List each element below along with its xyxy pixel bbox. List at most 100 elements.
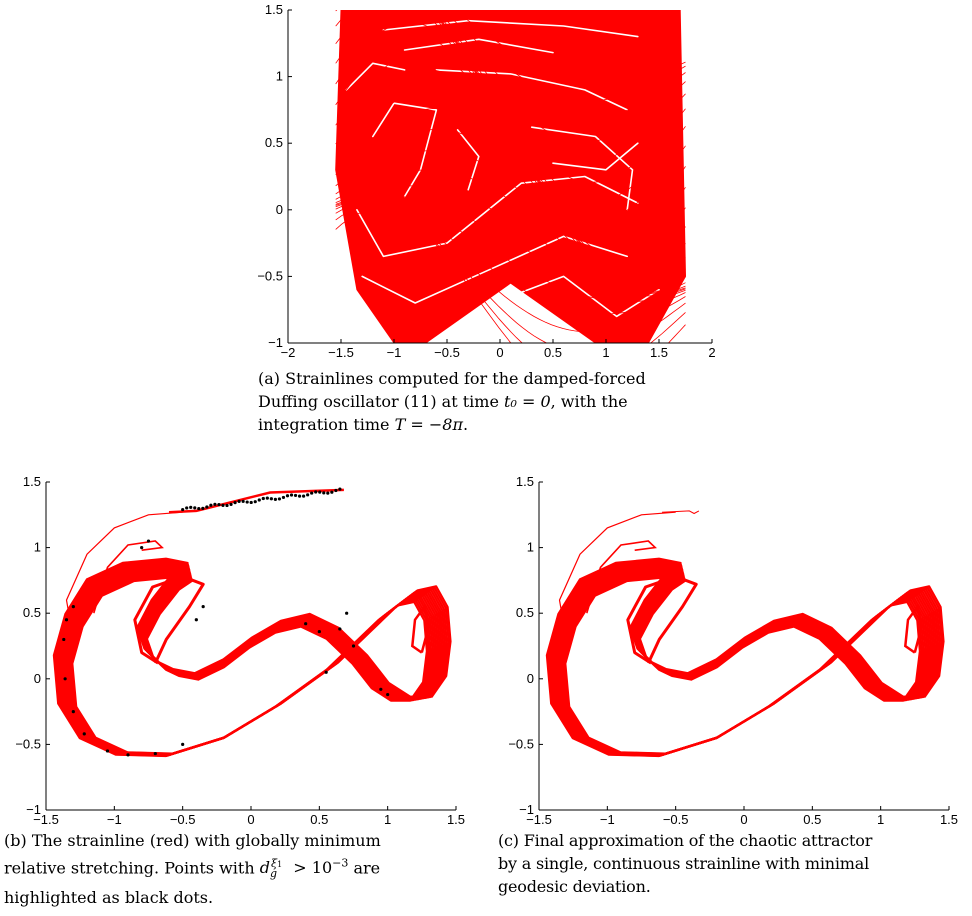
highlight-dot (193, 506, 197, 510)
y-tick-label: −0.5 (15, 736, 41, 751)
highlight-dot (330, 490, 334, 494)
strand-gap (509, 275, 660, 318)
highlight-dot (304, 622, 308, 626)
highlight-dot (277, 497, 282, 501)
caption-a-line2: Duffing oscillator (11) at time (258, 392, 499, 411)
highlight-dot (324, 670, 328, 674)
caption-a-line1: Strainlines computed for the damped-forc… (285, 369, 646, 388)
highlight-dot (140, 546, 144, 550)
strainline (335, 10, 686, 234)
y-tick-label: 1 (527, 540, 534, 555)
strainline (335, 129, 686, 290)
caption-b: (b) The strainline (red) with globally m… (4, 829, 474, 909)
caption-a-label: (a) (258, 369, 281, 388)
highlight-dot (386, 692, 390, 697)
strand-gap (356, 175, 639, 258)
strainline-family (335, 10, 687, 343)
highlight-dot (302, 494, 306, 498)
x-tick-label: 0.5 (544, 345, 562, 360)
highlight-dot (181, 742, 185, 746)
highlight-dot (326, 491, 330, 495)
strainline (335, 10, 686, 219)
caption-c-label: (c) (498, 831, 519, 850)
y-tick-label: 0.5 (265, 135, 283, 150)
strainline (551, 563, 938, 757)
highlight-dot (185, 506, 189, 510)
strainline (335, 51, 686, 269)
strainline (67, 571, 434, 756)
strainline (335, 185, 686, 295)
strainline (335, 10, 686, 202)
highlight-dot (306, 493, 310, 497)
strainline (335, 201, 686, 333)
strand-gap (345, 62, 406, 91)
caption-a-t0: t₀ = 0 (504, 392, 551, 411)
axes-b: −1.5 −1 −0.5 0 0.5 1 1.5−1−0.500.511.5 (15, 474, 465, 827)
highlight-dot (213, 502, 217, 506)
strainline (57, 561, 447, 757)
highlight-dot (317, 629, 321, 634)
strainline (335, 10, 686, 183)
y-tick-label: 1.5 (265, 2, 283, 17)
strainline (550, 561, 940, 757)
highlight-dot (265, 496, 269, 500)
strainline (335, 200, 686, 315)
highlight-dot (293, 493, 298, 498)
highlight-dot (105, 749, 110, 753)
strainline (58, 563, 445, 757)
strainline-lobe (410, 603, 430, 654)
strainline (61, 566, 441, 756)
axes-c: −1.5 −1 −0.5 0 0.5 1 1.5−1−0.500.511.5 (508, 474, 958, 827)
strainline (453, 10, 686, 84)
highlight-dot (209, 503, 213, 507)
strainline (335, 169, 686, 293)
x-tick-label: 0 (496, 345, 503, 360)
caption-a: (a) Strainlines computed for the damped-… (258, 367, 728, 436)
highlight-dot (221, 503, 225, 507)
strainline (62, 567, 439, 756)
highlight-dot (237, 499, 241, 503)
strainline-inner (586, 540, 657, 614)
strainline-hook (626, 575, 698, 665)
strainline (335, 21, 686, 247)
strainline (335, 35, 686, 259)
x-tick-label: 0 (740, 812, 747, 827)
y-tick-label: −1 (26, 802, 41, 817)
highlight-dot (194, 618, 198, 622)
chart-a: −2 −1.5 −1 −0.5 0 0.5 1 1.5 2 −1 −0.5 0 0.5 1 1.5 (257, 2, 715, 360)
highlight-dot (153, 751, 157, 756)
strainline (432, 10, 686, 143)
highlight-dot (351, 644, 356, 648)
strainline (561, 573, 925, 756)
panel-a: −2 −1.5 −1 −0.5 0 0.5 1 1.5 2 −1 −0.5 0 0.5 1 1.5 (254, 0, 734, 362)
chart-c: −1.5 −1 −0.5 0 0.5 1 1.5−1−0.500.511.5 (508, 474, 958, 827)
x-tick-label: −1.5 (328, 345, 354, 360)
x-tick-label: 1 (602, 345, 609, 360)
y-tick-label: 1 (34, 540, 41, 555)
x-tick-label: −1 (600, 812, 615, 827)
x-tick-label: 1.5 (650, 345, 668, 360)
y-tick-label: −1 (519, 802, 534, 817)
x-tick-label: 1 (877, 812, 884, 827)
highlight-dot (201, 506, 205, 510)
strainline-arc (558, 511, 676, 640)
strainline (335, 108, 686, 287)
strand-gap (531, 126, 634, 211)
strand-gap (403, 38, 554, 54)
strainline-arc (65, 511, 183, 640)
highlight-dot (297, 494, 302, 498)
caption-a-T: T = −8π (394, 415, 463, 434)
highlight-dot (197, 506, 201, 511)
highlight-dot (289, 493, 294, 497)
highlight-dot (379, 687, 383, 691)
axes-a: −2 −1.5 −1 −0.5 0 0.5 1 1.5 2 −1 −0.5 0 0.5 1 1.5 (257, 2, 715, 360)
caption-c-line1: Final approximation of the chaotic attra… (523, 831, 873, 850)
strainline (335, 194, 686, 297)
highlight-dot (338, 627, 342, 631)
highlight-dot (82, 732, 86, 736)
y-tick-label: 0.5 (23, 605, 41, 620)
x-tick-label: −1.5 (526, 812, 552, 827)
y-tick-label: 1.5 (516, 474, 534, 489)
strainline (335, 149, 686, 292)
strand-gap (552, 142, 639, 171)
